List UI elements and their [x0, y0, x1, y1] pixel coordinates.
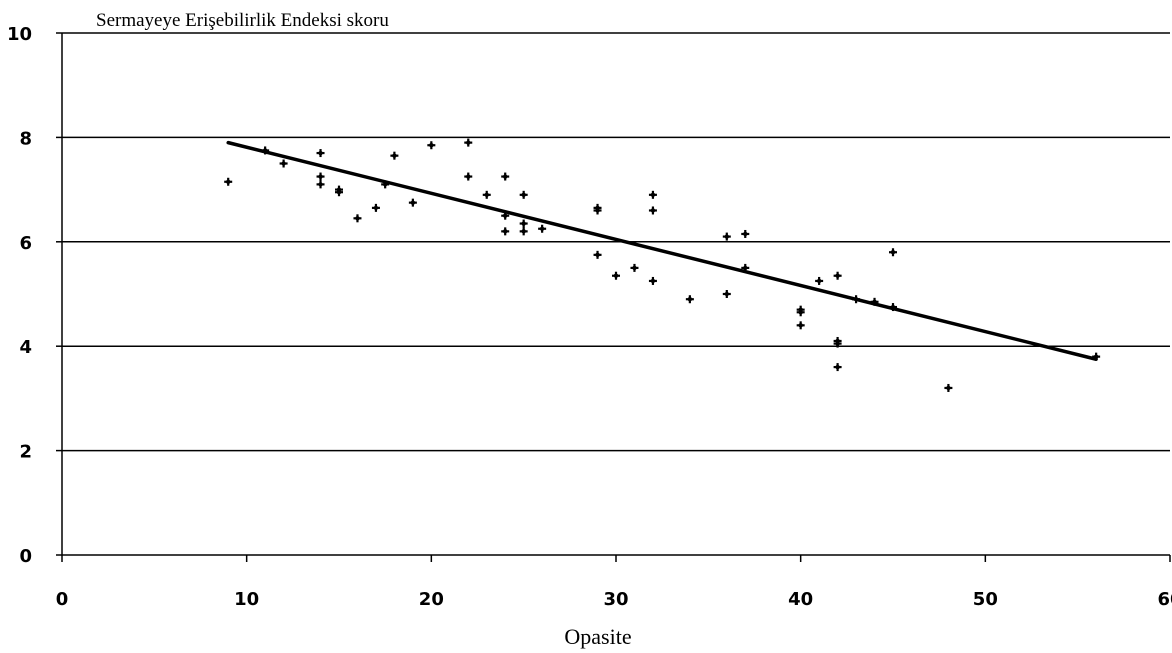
data-point [833, 271, 842, 280]
y-tick-label: 2 [19, 442, 32, 463]
data-point [796, 308, 805, 317]
x-tick-label: 0 [56, 589, 69, 610]
y-tick-label: 10 [7, 24, 32, 45]
data-point [944, 383, 953, 392]
x-tick-label: 30 [603, 589, 628, 610]
data-point [335, 185, 343, 194]
axes [56, 32, 1171, 562]
data-point [353, 214, 362, 223]
data-point [648, 206, 657, 215]
data-point [630, 263, 639, 272]
data-point [648, 190, 657, 199]
data-point [408, 198, 417, 207]
data-point [224, 177, 233, 186]
grid-lines [62, 32, 1170, 452]
data-point [833, 339, 842, 348]
y-tick-label: 8 [19, 128, 32, 149]
data-point [833, 363, 842, 372]
data-points [224, 138, 1101, 392]
tick-labels: 0 2 4 6 8 10 0 10 20 30 40 50 60 [7, 24, 1172, 610]
x-tick-label: 10 [234, 589, 259, 610]
data-point [501, 227, 510, 236]
data-point [593, 250, 602, 259]
trendline-group [226, 140, 1098, 361]
data-point [519, 219, 528, 228]
data-point [741, 229, 750, 238]
data-point [519, 190, 528, 199]
data-point [279, 159, 288, 168]
data-point [796, 321, 805, 330]
data-point [870, 297, 879, 306]
data-point [889, 248, 897, 257]
x-axis-label: Opasite [564, 624, 631, 649]
data-point [741, 263, 750, 272]
data-point [889, 303, 897, 312]
data-point [482, 190, 491, 199]
data-point [371, 203, 380, 212]
y-tick-label: 6 [19, 233, 32, 254]
data-point [722, 232, 731, 241]
data-point [722, 290, 731, 298]
data-point [519, 227, 528, 236]
data-point [316, 172, 325, 181]
data-point [501, 172, 510, 181]
data-point [464, 138, 473, 147]
data-point [612, 271, 620, 280]
data-point [464, 172, 473, 181]
data-point [261, 146, 270, 155]
x-tick-label: 60 [1157, 589, 1172, 610]
x-tick-label: 20 [419, 589, 444, 610]
data-point [593, 206, 602, 215]
y-tick-label: 0 [19, 546, 32, 567]
data-point [390, 151, 399, 160]
y-tick-label: 4 [19, 337, 32, 358]
data-point [852, 295, 861, 304]
data-point [1092, 352, 1101, 361]
data-point [685, 295, 694, 304]
x-tick-label: 50 [973, 589, 998, 610]
data-point [538, 224, 547, 233]
trendline [226, 140, 1098, 361]
data-point [501, 211, 510, 220]
y-axis-label: Sermayeye Erişebilirlik Endeksi skoru [96, 10, 389, 31]
data-point [815, 276, 824, 285]
data-point [316, 149, 325, 158]
x-tick-label: 40 [788, 589, 813, 610]
data-point [427, 141, 436, 150]
data-point [316, 180, 325, 189]
data-point [381, 180, 390, 189]
data-point [648, 276, 657, 285]
